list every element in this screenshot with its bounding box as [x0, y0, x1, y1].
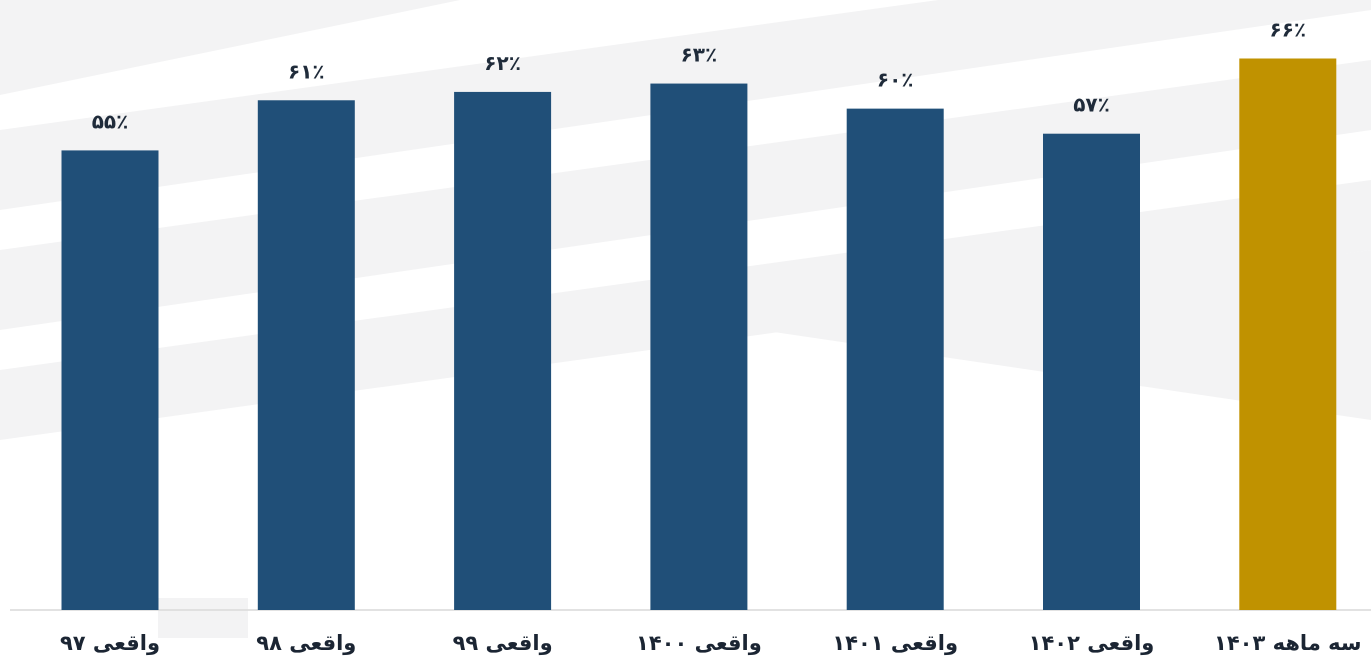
category-label-6: واقعی ۱۴۰۲: [1029, 631, 1155, 655]
category-label-1: واقعی ۹۷: [60, 631, 160, 655]
category-label-2: واقعی ۹۸: [256, 631, 356, 655]
category-label-5: واقعی ۱۴۰۱: [832, 631, 958, 655]
bar-value-label-1: ۵۵٪: [92, 109, 129, 133]
bar-value-label-5: ۶۰٪: [877, 68, 914, 92]
bars-layer: [61, 58, 1337, 611]
bar-5: [846, 108, 944, 611]
bar-value-label-3: ۶۲٪: [484, 51, 521, 75]
bar-6: [1043, 133, 1140, 611]
bar-value-label-2: ۶۱٪: [288, 59, 325, 83]
value-labels-layer: ۵۵٪ ۶۱٪ ۶۲٪ ۶۳٪ ۶۰٪ ۵۷٪ ۶۶٪: [92, 17, 1306, 133]
bar-7: [1239, 58, 1337, 610]
bar-3: [454, 91, 552, 611]
category-label-7: سه ماهه ۱۴۰۳: [1214, 631, 1361, 655]
bar-1: [61, 150, 159, 611]
category-label-4: واقعی ۱۴۰۰: [636, 631, 762, 655]
bar-value-label-7: ۶۶٪: [1269, 17, 1306, 41]
category-label-3: واقعی ۹۹: [453, 631, 553, 655]
bar-value-label-4: ۶۳٪: [681, 43, 718, 67]
bar-4: [650, 83, 748, 610]
bar-2: [257, 100, 355, 610]
bar-value-label-6: ۵۷٪: [1073, 93, 1110, 117]
category-labels-layer: واقعی ۹۷ واقعی ۹۸ واقعی ۹۹ واقعی ۱۴۰۰ واقعی …: [60, 631, 1362, 655]
